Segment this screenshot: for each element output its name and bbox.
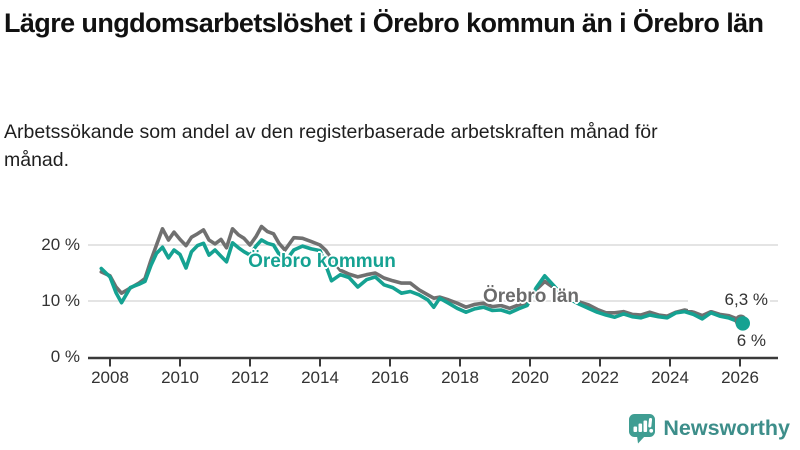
x-tick-label: 2026 bbox=[721, 368, 759, 387]
newsworthy-wordmark: Newsworthy bbox=[663, 415, 790, 440]
x-tick-label: 2012 bbox=[231, 368, 269, 387]
page-subtitle: Arbetssökande som andel av den registerb… bbox=[4, 121, 658, 171]
x-tick-label: 2008 bbox=[91, 368, 129, 387]
series-label-kommun: Örebro kommun bbox=[248, 251, 396, 272]
newsworthy-logo: Newsworthy bbox=[628, 412, 790, 444]
line-kommun bbox=[99, 238, 745, 326]
y-tick-label: 20 % bbox=[41, 235, 80, 254]
x-tick-label: 2020 bbox=[511, 368, 549, 387]
x-tick-label: 2010 bbox=[161, 368, 199, 387]
end-dot-kommun bbox=[735, 316, 750, 331]
end-value-label-kommun: 6 % bbox=[736, 331, 766, 350]
page-title: Lägre ungdomsarbetslöshet i Örebro kommu… bbox=[4, 8, 764, 38]
x-tick-label: 2024 bbox=[651, 368, 689, 387]
y-tick-label: 10 % bbox=[41, 291, 80, 310]
x-tick-label: 2022 bbox=[581, 368, 619, 387]
end-value-label-lan: 6,3 % bbox=[688, 290, 770, 310]
x-tick-label: 2018 bbox=[441, 368, 479, 387]
newsworthy-icon bbox=[629, 413, 656, 443]
x-tick-label: 2016 bbox=[371, 368, 409, 387]
y-tick-label: 0 % bbox=[50, 347, 80, 366]
x-tick-label: 2014 bbox=[301, 368, 339, 387]
series-label-lan: Örebro län bbox=[482, 286, 580, 307]
line-lan bbox=[99, 224, 745, 324]
